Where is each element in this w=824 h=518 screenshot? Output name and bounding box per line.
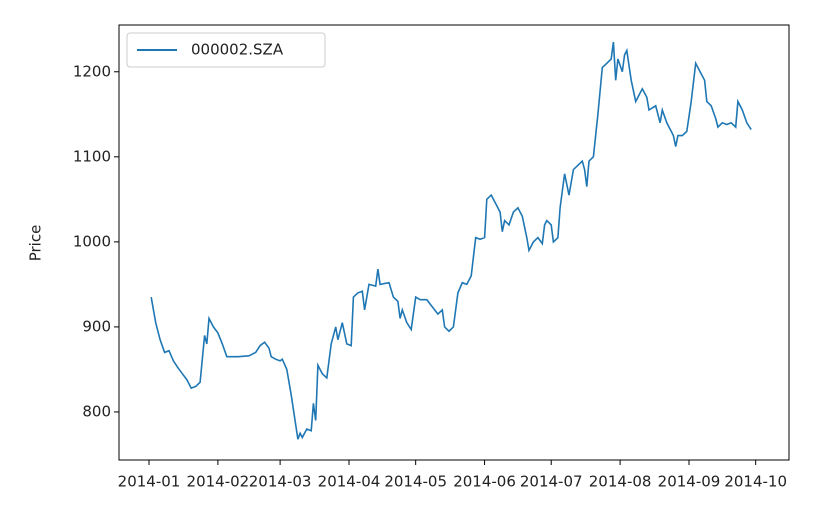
data-line	[150, 41, 752, 440]
x-tick-label: 2014-06	[453, 473, 516, 491]
y-tick-label: 1200	[73, 62, 111, 80]
legend-box	[126, 32, 326, 68]
axes-frame	[118, 24, 790, 461]
y-tick-label: 800	[82, 402, 111, 420]
x-tick-label: 2014-05	[384, 473, 447, 491]
y-tick-label: 1100	[73, 147, 111, 165]
y-axis-label: Price	[27, 225, 45, 262]
x-tick-label: 2014-08	[589, 473, 652, 491]
x-tick-label: 2014-10	[724, 473, 787, 491]
y-tick-label: 900	[82, 317, 111, 335]
y-tick-label: 1000	[73, 232, 111, 250]
x-tick-label: 2014-07	[520, 473, 583, 491]
x-tick-label: 2014-01	[118, 473, 181, 491]
legend-label: 000002.SZA	[191, 41, 284, 59]
x-tick-label: 2014-03	[249, 473, 312, 491]
x-tick-label: 2014-04	[318, 473, 381, 491]
x-tick-label: 2014-02	[187, 473, 250, 491]
x-tick-label: 2014-09	[658, 473, 721, 491]
